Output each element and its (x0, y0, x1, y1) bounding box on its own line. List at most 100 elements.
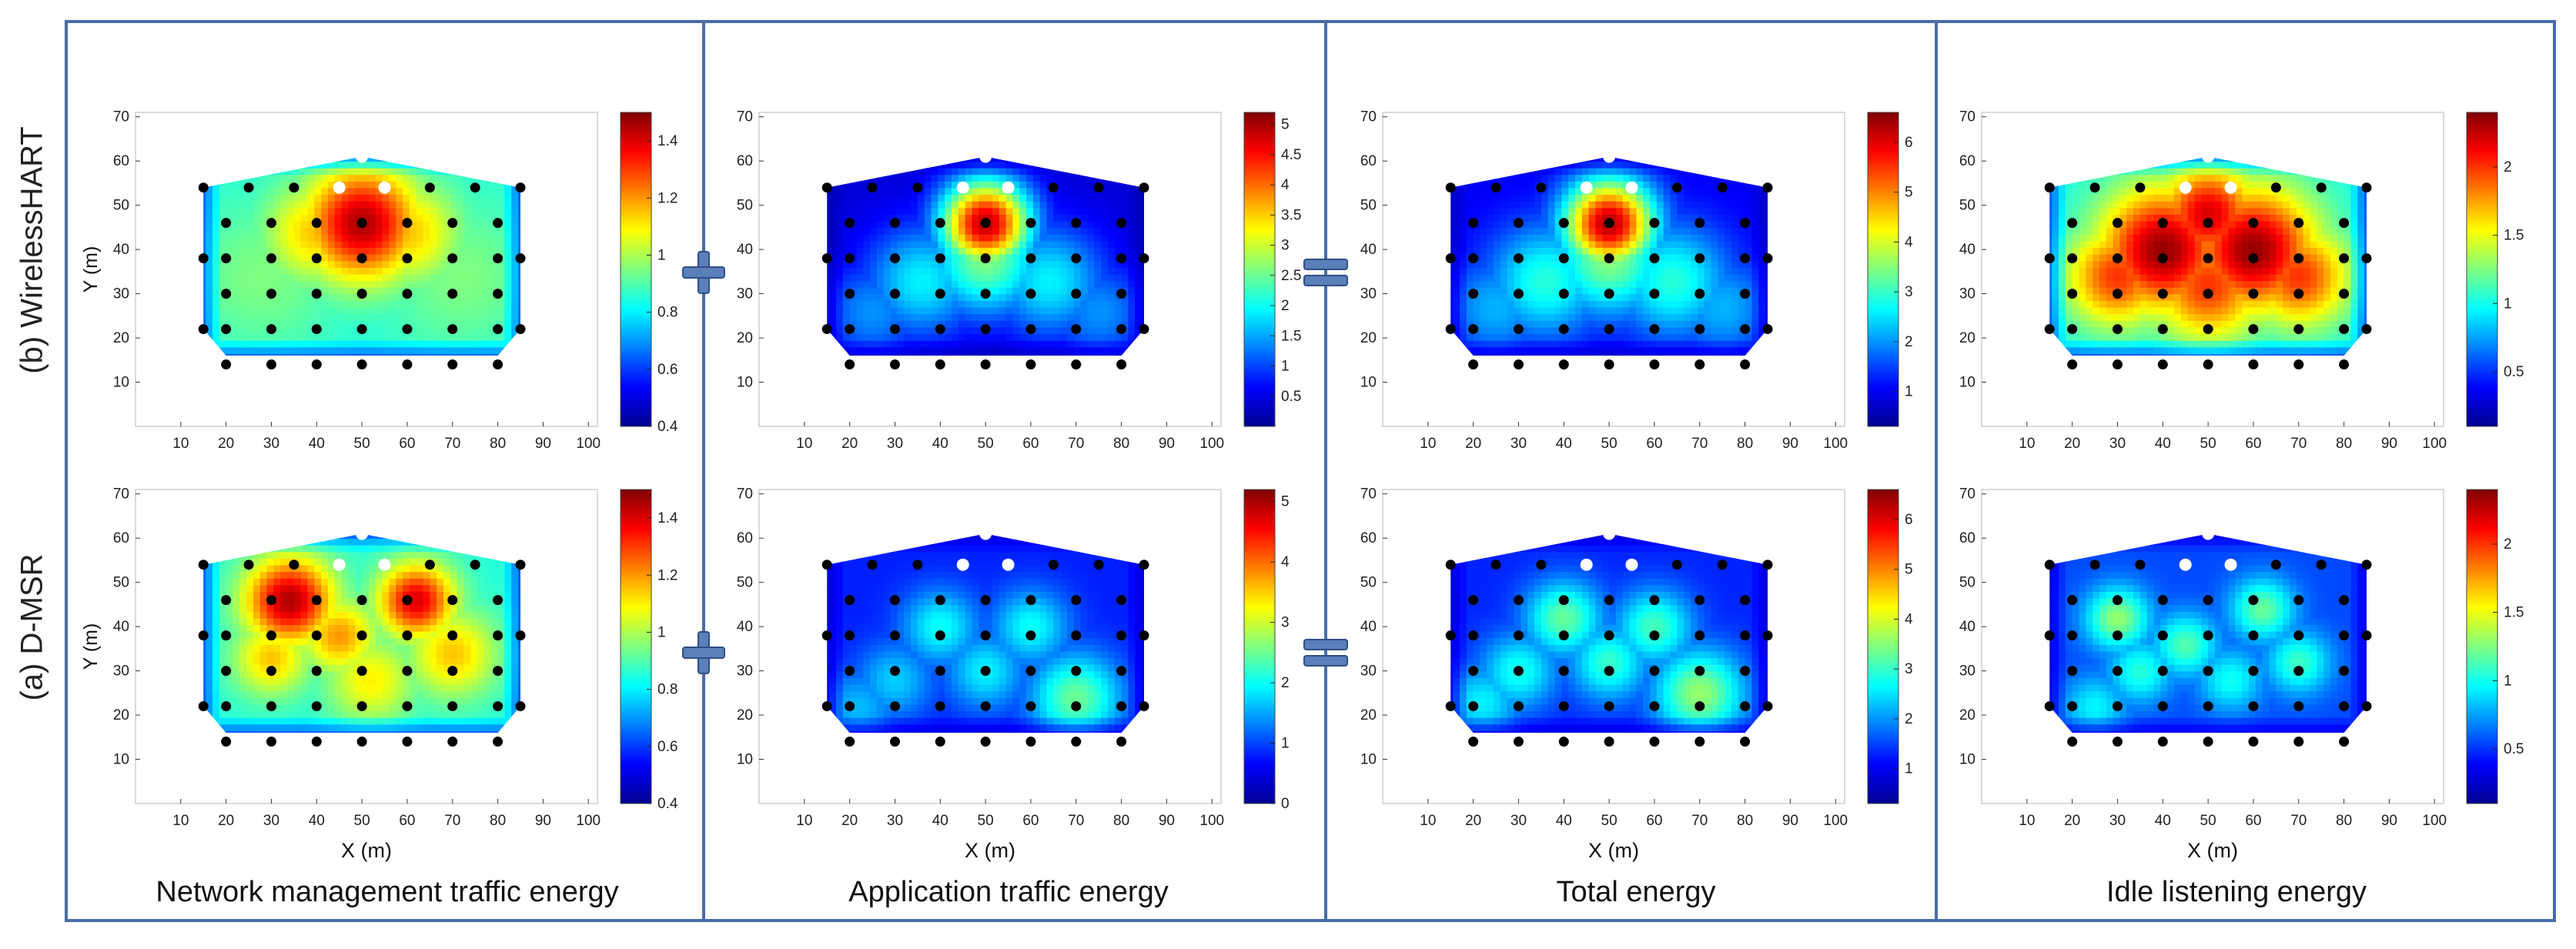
sensor-node (1468, 218, 1478, 228)
heat-cell (850, 227, 858, 234)
heat-cell (1677, 313, 1684, 320)
heat-cell (396, 214, 403, 221)
heat-cell (884, 241, 892, 248)
heat-cell (1731, 340, 1739, 347)
heat-cell (1500, 261, 1508, 268)
heat-cell (992, 267, 1000, 274)
heat-cell (430, 307, 437, 314)
heat-cell (423, 327, 431, 334)
heat-cell (1711, 307, 1718, 314)
heat-cell (342, 174, 350, 181)
heat-cell (1705, 333, 1712, 340)
heat-cell (1541, 313, 1549, 320)
heat-cell (348, 161, 356, 168)
colorbar-tick-label: 0.6 (657, 362, 677, 378)
heat-cell (287, 313, 295, 320)
heat-cell (1671, 261, 1678, 268)
heat-cell (863, 287, 871, 294)
heat-cell (430, 214, 437, 221)
heat-cell (1602, 181, 1610, 188)
heat-cell (457, 247, 465, 254)
heat-cell (1643, 168, 1651, 175)
heat-cell (457, 307, 465, 314)
heat-cell (437, 214, 444, 221)
heat-cell (1067, 201, 1075, 208)
heat-cell (1602, 280, 1610, 287)
heat-cell (417, 227, 424, 234)
heat-cell (904, 261, 912, 268)
heat-cell (877, 333, 885, 340)
heat-cell (1568, 280, 1576, 287)
heat-cell (1636, 267, 1644, 274)
heat-cell (348, 168, 356, 175)
heat-cell (1081, 188, 1089, 195)
heat-cell (253, 280, 261, 287)
heat-cell (362, 194, 370, 201)
heat-cell (1081, 221, 1089, 228)
heat-cell (972, 261, 979, 268)
heat-cell (992, 201, 1000, 208)
heat-cell (1012, 333, 1020, 340)
heat-cell (1460, 241, 1467, 248)
heat-cell (891, 267, 898, 274)
heat-cell (1128, 227, 1136, 234)
heat-cell (1101, 267, 1109, 274)
heat-cell (1128, 274, 1136, 281)
heat-cell (504, 280, 512, 287)
heat-cell (369, 313, 376, 320)
heat-cell (999, 161, 1007, 168)
heat-cell (1705, 227, 1712, 234)
heat-cell (1657, 174, 1664, 181)
heat-cell (328, 327, 336, 334)
heat-cell (1595, 327, 1603, 334)
heat-cell (1053, 194, 1061, 201)
heat-cell (1630, 168, 1638, 175)
heat-cell (1698, 267, 1705, 274)
heat-cell (1589, 340, 1597, 347)
heat-cell (1643, 307, 1651, 314)
heat-cell (1561, 227, 1569, 234)
heat-cell (477, 261, 485, 268)
heat-cell (437, 340, 444, 347)
heat-cell (417, 274, 424, 281)
heat-cell (1006, 340, 1014, 347)
heat-cell (212, 234, 220, 241)
heat-cell (1534, 221, 1542, 228)
heat-cell (287, 208, 295, 215)
heat-cell (992, 247, 1000, 254)
heat-cell (850, 208, 858, 215)
sensor-node (221, 253, 231, 263)
heat-cell (430, 280, 437, 287)
heat-cell (450, 181, 458, 188)
heat-cell (1494, 254, 1501, 261)
heat-cell (1616, 347, 1624, 354)
colorbar-tick-label: 0.4 (657, 419, 678, 435)
heat-cell (1534, 214, 1542, 221)
heat-cell (443, 247, 451, 254)
heat-cell (498, 274, 506, 281)
heat-cell (1623, 274, 1631, 281)
heat-cell (1494, 201, 1501, 208)
heat-cell (1135, 267, 1142, 274)
heat-cell (287, 254, 295, 261)
heat-cell (335, 340, 343, 347)
sensor-node (1514, 218, 1524, 228)
sensor-node (221, 324, 231, 334)
heat-cell (1012, 247, 1020, 254)
heat-cell (470, 280, 478, 287)
heat-cell (1047, 307, 1055, 314)
heat-cell (1691, 227, 1698, 234)
heat-cell (1487, 274, 1494, 281)
heat-cell (1128, 294, 1136, 301)
heat-cell (999, 274, 1007, 281)
x-tick-label: 30 (1510, 436, 1527, 452)
heat-cell (239, 313, 247, 320)
heat-cell (246, 287, 254, 294)
heat-cell (1514, 274, 1522, 281)
heat-cell (829, 214, 837, 221)
heat-cell (918, 227, 925, 234)
heat-cell (1026, 188, 1034, 195)
heat-cell (1541, 347, 1549, 354)
heat-cell (1684, 174, 1691, 181)
heat-cell (273, 174, 281, 181)
